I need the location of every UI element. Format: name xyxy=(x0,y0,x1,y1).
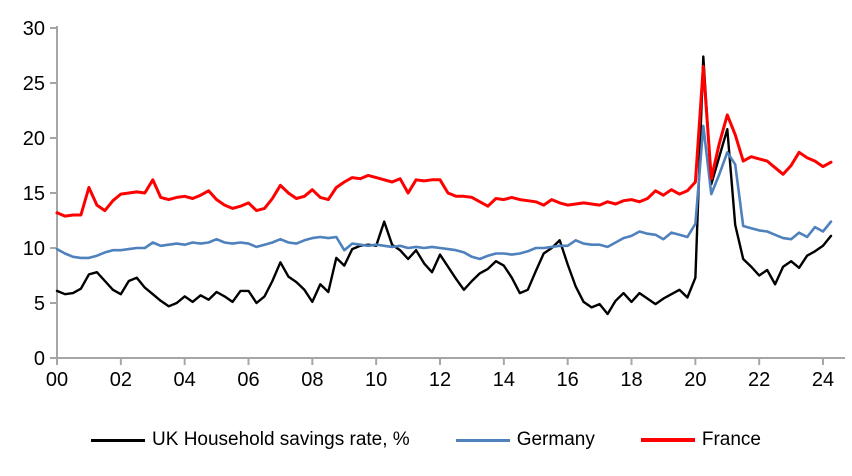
chart-legend: UK Household savings rate, % Germany Fra… xyxy=(0,425,852,455)
y-tick-label: 25 xyxy=(23,73,45,95)
x-tick-label: 10 xyxy=(365,369,387,391)
y-tick-label: 15 xyxy=(23,183,45,205)
x-tick-label: 16 xyxy=(557,369,579,391)
x-tick-label: 22 xyxy=(748,369,770,391)
legend-item-uk: UK Household savings rate, % xyxy=(91,429,410,451)
legend-label-germany: Germany xyxy=(516,429,595,450)
x-tick-label: 12 xyxy=(429,369,451,391)
x-tick-label: 02 xyxy=(110,369,132,391)
x-tick-label: 00 xyxy=(46,369,68,391)
x-tick-label: 24 xyxy=(812,369,834,391)
germany-line xyxy=(55,124,833,261)
uk-line-swatch xyxy=(91,438,146,442)
germany-line-swatch xyxy=(455,438,510,442)
legend-item-france: France xyxy=(640,429,761,451)
y-tick-label: 0 xyxy=(34,348,45,370)
legend-label-france: France xyxy=(701,429,761,450)
x-tick-label: 06 xyxy=(237,369,259,391)
x-tick-label: 20 xyxy=(684,369,706,391)
legend-label-uk: UK Household savings rate, % xyxy=(152,429,410,450)
x-tick-label: 04 xyxy=(174,369,196,391)
x-tick-label: 14 xyxy=(493,369,515,391)
x-tick-label: 08 xyxy=(301,369,323,391)
x-tick-label: 18 xyxy=(620,369,642,391)
y-tick-label: 30 xyxy=(23,18,45,40)
france-line xyxy=(55,65,833,218)
france-line-swatch xyxy=(640,438,695,442)
y-tick-label: 10 xyxy=(23,238,45,260)
legend-item-germany: Germany xyxy=(455,429,595,451)
y-tick-label: 20 xyxy=(23,128,45,150)
y-tick-label: 5 xyxy=(34,293,45,315)
